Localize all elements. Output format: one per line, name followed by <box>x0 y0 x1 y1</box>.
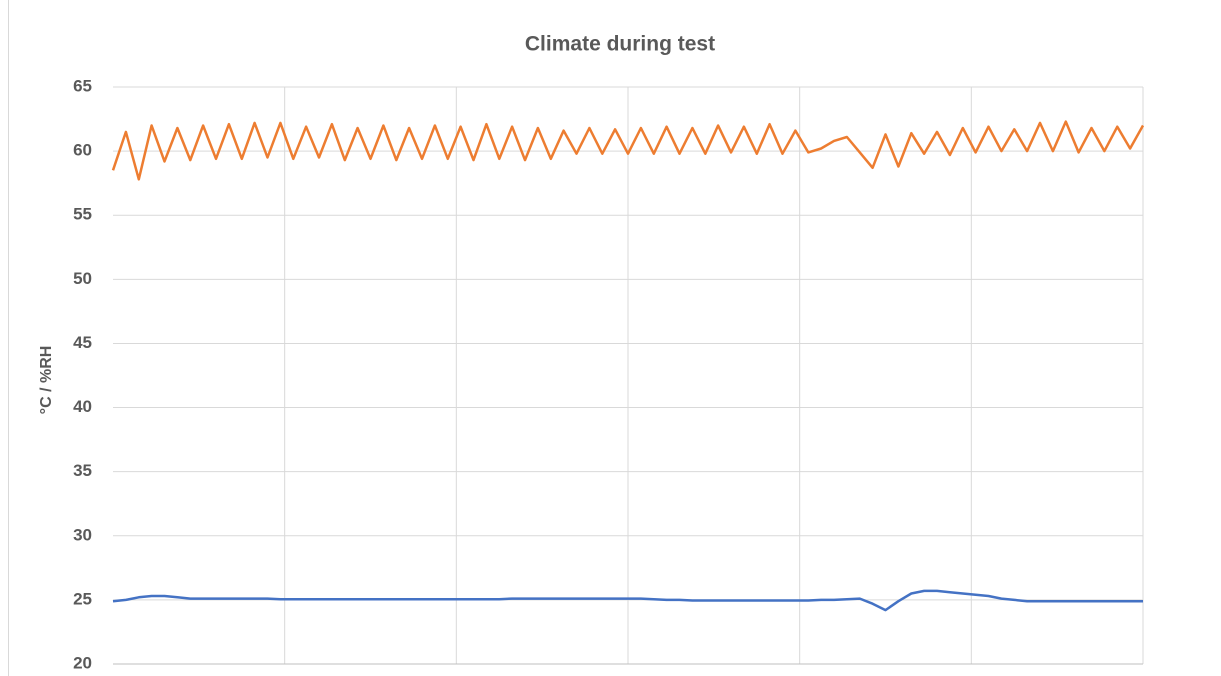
y-tick-label: 60 <box>73 141 92 160</box>
data-line <box>111 120 1145 181</box>
y-tick-label: 30 <box>73 525 92 544</box>
y-tick-label: 65 <box>73 76 92 95</box>
y-tick-label: 35 <box>73 461 92 480</box>
y-tick-label: 45 <box>73 333 92 352</box>
chart-frame <box>8 0 1221 676</box>
y-tick-label: 50 <box>73 269 92 288</box>
y-tick-label: 20 <box>73 653 92 672</box>
y-axis-label: °C / %RH <box>38 346 55 415</box>
y-tick-label: 40 <box>73 397 92 416</box>
y-tick-label: 25 <box>73 589 92 608</box>
chart-title: Climate during test <box>525 33 715 56</box>
data-line <box>112 589 1143 612</box>
y-tick-label: 55 <box>73 205 92 224</box>
